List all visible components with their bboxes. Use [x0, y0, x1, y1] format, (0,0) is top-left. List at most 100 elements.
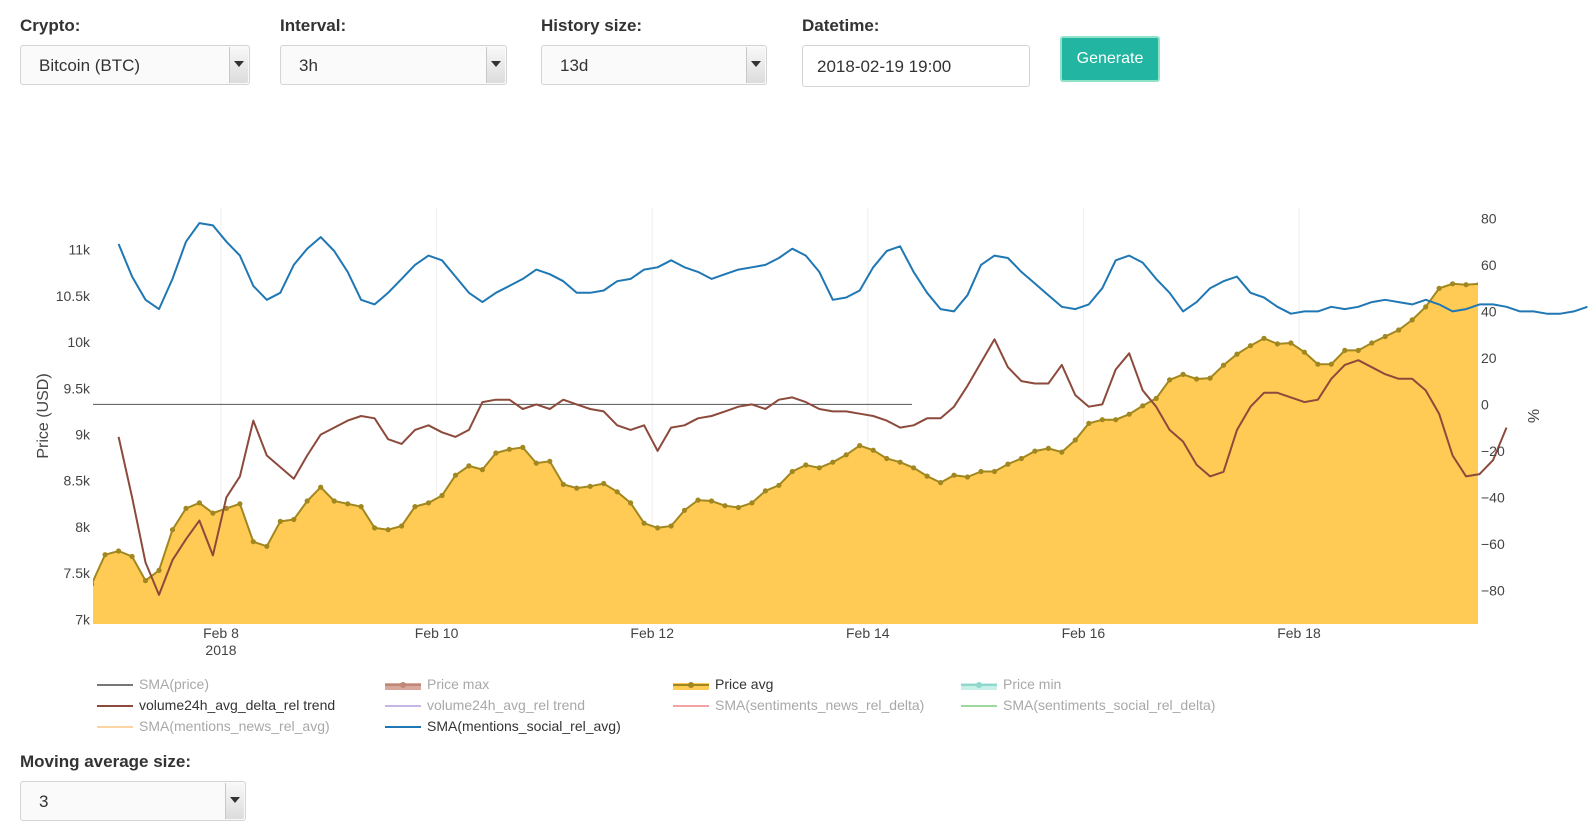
price-avg-point — [1288, 340, 1294, 346]
price-avg-point — [196, 500, 202, 506]
y-tick-label: 7k — [75, 611, 91, 627]
price-avg-point — [237, 501, 243, 507]
price-avg-point — [1517, 266, 1522, 271]
y2-tick-label: −40 — [1481, 489, 1505, 505]
moving-average-select-value: 3 — [39, 792, 49, 811]
chevron-down-icon[interactable] — [229, 47, 248, 83]
price-avg-point — [1167, 377, 1173, 383]
price-avg-point — [884, 455, 890, 462]
price-avg-point — [1355, 347, 1361, 353]
legend-label: SMA(price) — [139, 676, 210, 692]
history-field: History size: 13d — [541, 16, 767, 85]
y-tick-label: 9k — [75, 426, 91, 442]
price-avg-point — [412, 504, 418, 510]
price-avg-point — [1059, 449, 1065, 455]
generate-button[interactable]: Generate — [1060, 36, 1160, 82]
price-avg-point — [183, 505, 189, 511]
price-avg-point — [843, 452, 849, 458]
price-avg-point — [1261, 335, 1267, 341]
y2-tick-label: −80 — [1481, 582, 1505, 598]
price-avg-point — [1005, 461, 1011, 467]
price-avg-point — [1301, 349, 1307, 355]
price-avg-point — [493, 450, 499, 456]
price-avg-point — [479, 467, 485, 473]
price-avg-point — [1207, 375, 1213, 381]
y2-tick-label: 80 — [1481, 210, 1497, 226]
price-avg-point — [385, 527, 391, 533]
legend-swatch — [673, 705, 709, 707]
y2-axis-title: % — [1524, 409, 1541, 423]
price-avg-point — [1194, 376, 1200, 382]
price-avg-point — [1099, 417, 1105, 423]
price-avg-point — [1531, 252, 1536, 257]
price-avg-point — [776, 482, 782, 488]
price-avg-point — [1423, 304, 1429, 310]
price-avg-point — [1126, 411, 1132, 417]
moving-average-field: Moving average size: 3 — [20, 752, 246, 821]
legend-label: volume24h_avg_rel trend — [427, 697, 585, 713]
price-avg-point — [93, 582, 95, 587]
price-avg-point — [520, 444, 526, 450]
price-avg-point — [1032, 448, 1038, 454]
price-avg-point — [655, 525, 661, 531]
price-avg-point — [102, 552, 108, 558]
price-avg-point — [1490, 280, 1495, 285]
price-avg-point — [1369, 340, 1375, 346]
history-select[interactable]: 13d — [541, 45, 767, 85]
price-avg-point — [358, 504, 364, 510]
social-mentions-line — [117, 222, 1588, 315]
crypto-label: Crypto: — [20, 16, 81, 35]
y-tick-label: 9.5k — [64, 380, 91, 396]
y-tick-label: 10k — [67, 334, 91, 350]
price-avg-point — [1153, 395, 1159, 401]
price-avg-point — [1234, 351, 1240, 357]
datetime-input[interactable]: 2018-02-19 19:00 — [802, 45, 1030, 87]
price-avg-point — [951, 472, 957, 478]
price-avg-point — [601, 480, 607, 487]
legend-swatch — [961, 682, 997, 690]
chevron-down-icon[interactable] — [746, 47, 765, 83]
x-tick-label: Feb 12 — [630, 625, 674, 641]
price-avg-point — [264, 543, 270, 549]
x-tick-label: Feb 14 — [846, 625, 890, 641]
interval-select-value: 3h — [299, 56, 318, 75]
price-avg-point — [1072, 437, 1078, 443]
price-avg-point — [695, 497, 701, 503]
crypto-select-value: Bitcoin (BTC) — [39, 56, 141, 75]
datetime-field: Datetime: 2018-02-19 19:00 — [802, 16, 1030, 87]
price-avg-point — [1274, 341, 1280, 347]
price-avg-point — [1382, 333, 1388, 340]
price-avg-point — [789, 468, 795, 475]
crypto-select[interactable]: Bitcoin (BTC) — [20, 45, 250, 85]
y2-tick-label: −60 — [1481, 536, 1505, 552]
legend-swatch — [385, 682, 421, 690]
legend-label: Price avg — [715, 676, 774, 692]
y2-tick-label: −20 — [1481, 443, 1505, 459]
moving-average-select[interactable]: 3 — [20, 781, 246, 821]
price-avg-point — [1463, 282, 1469, 288]
price-avg-point — [399, 523, 405, 529]
y-tick-label: 8.5k — [64, 473, 91, 489]
legend-swatch — [385, 705, 421, 707]
price-avg-point — [331, 498, 337, 504]
y-tick-label: 7.5k — [64, 565, 91, 581]
price-avg-point — [991, 468, 998, 475]
price-avg-point — [762, 488, 769, 494]
x-tick-label: Feb 16 — [1062, 625, 1106, 641]
price-avg-point — [1086, 420, 1092, 426]
price-avg-point — [1140, 403, 1146, 409]
price-avg-point — [1504, 282, 1509, 287]
interval-field: Interval: 3h — [280, 16, 507, 85]
price-avg-point — [870, 447, 876, 453]
legend-swatch — [673, 682, 709, 690]
price-avg-point — [735, 504, 742, 511]
price-avg-point — [924, 473, 930, 479]
price-avg-point — [628, 500, 634, 506]
legend-label: SMA(mentions_news_rel_avg) — [139, 718, 330, 734]
y2-tick-label: 60 — [1481, 257, 1497, 273]
chevron-down-icon[interactable] — [225, 783, 244, 819]
price-avg-point — [722, 503, 728, 509]
price-avg-point — [156, 567, 162, 573]
chevron-down-icon[interactable] — [486, 47, 505, 83]
interval-select[interactable]: 3h — [280, 45, 507, 85]
